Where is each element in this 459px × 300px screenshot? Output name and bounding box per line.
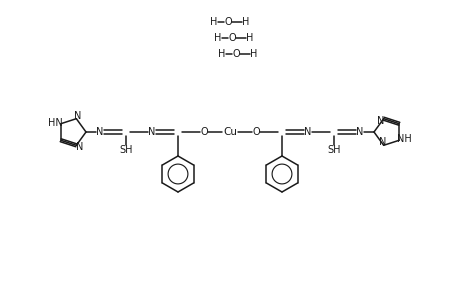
- Text: N: N: [378, 137, 386, 147]
- Text: H: H: [250, 49, 257, 59]
- Text: HN: HN: [48, 118, 63, 128]
- Text: N: N: [73, 111, 81, 121]
- Text: O: O: [228, 33, 235, 43]
- Text: H: H: [242, 17, 249, 27]
- Text: N: N: [376, 116, 384, 126]
- Text: O: O: [252, 127, 259, 137]
- Text: SH: SH: [326, 145, 340, 155]
- Text: N: N: [148, 127, 155, 137]
- Text: NH: NH: [396, 134, 411, 144]
- Text: H: H: [246, 33, 253, 43]
- Text: H: H: [210, 17, 217, 27]
- Text: N: N: [356, 127, 363, 137]
- Text: O: O: [224, 17, 231, 27]
- Text: H: H: [218, 49, 225, 59]
- Text: N: N: [304, 127, 311, 137]
- Text: H: H: [214, 33, 221, 43]
- Text: O: O: [232, 49, 239, 59]
- Text: N: N: [75, 142, 83, 152]
- Text: O: O: [200, 127, 207, 137]
- Text: N: N: [96, 127, 103, 137]
- Text: SH: SH: [119, 145, 133, 155]
- Text: Cu: Cu: [223, 127, 236, 137]
